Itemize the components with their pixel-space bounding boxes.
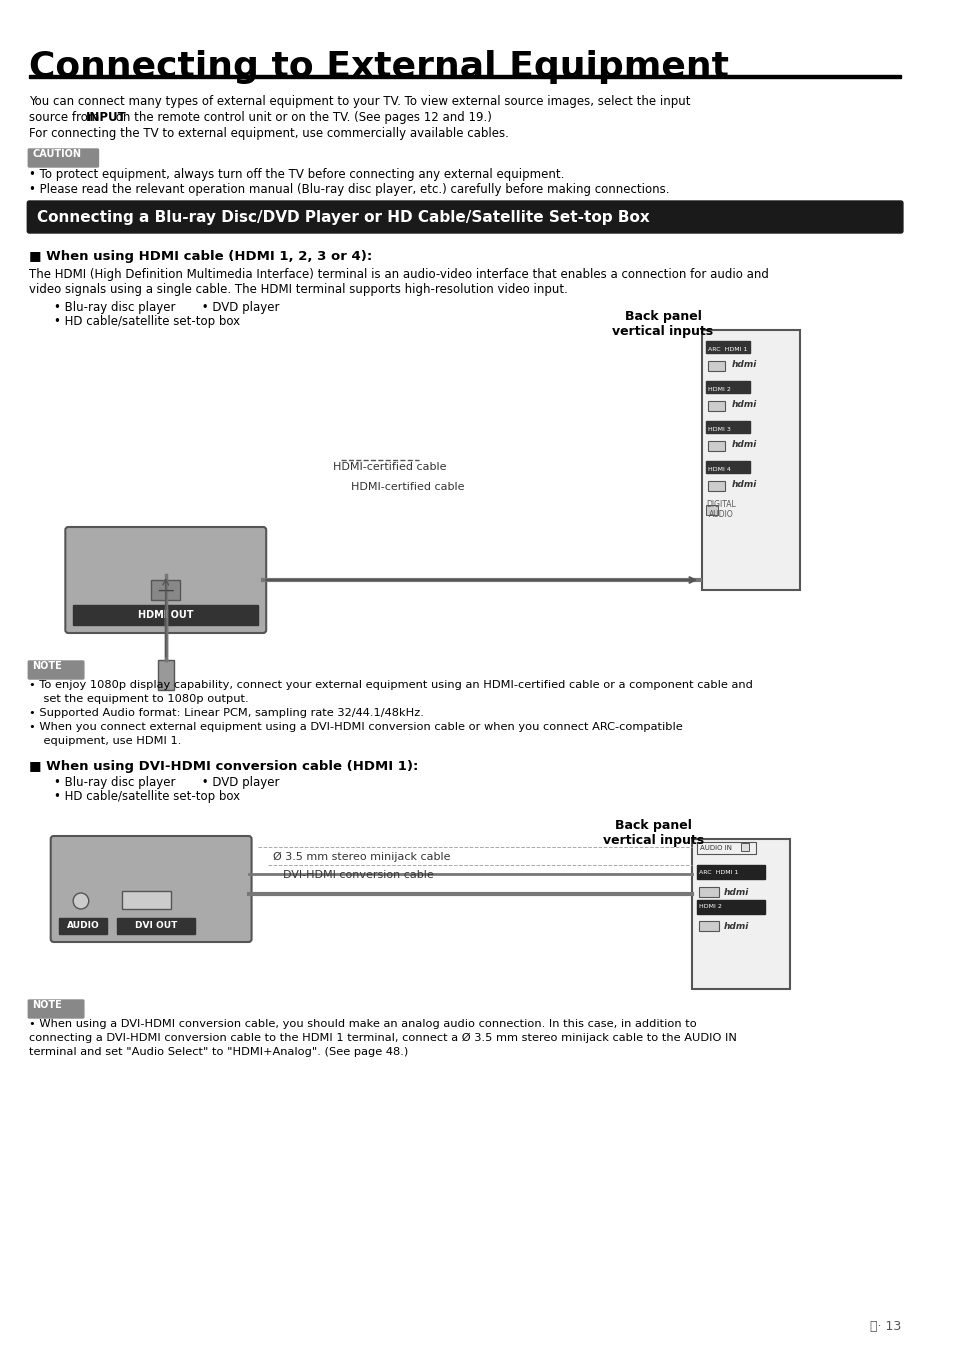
Bar [697, 900, 764, 914]
Bar [158, 660, 173, 690]
Text: equipment, use HDMI 1.: equipment, use HDMI 1. [30, 736, 181, 747]
Text: • Please read the relevant operation manual (Blu-ray disc player, etc.) carefull: • Please read the relevant operation man… [30, 184, 669, 196]
Text: HDMI 3: HDMI 3 [707, 427, 730, 432]
Bar [707, 360, 724, 371]
Text: The HDMI (High Definition Multimedia Interface) terminal is an audio-video inter: The HDMI (High Definition Multimedia Int… [30, 269, 768, 281]
Text: • To protect equipment, always turn off the TV before connecting any external eq: • To protect equipment, always turn off … [30, 167, 564, 181]
Text: DIGITAL
AUDIO: DIGITAL AUDIO [706, 500, 736, 520]
Text: Connecting to External Equipment: Connecting to External Equipment [30, 50, 728, 84]
Text: hdmi: hdmi [722, 888, 748, 896]
Text: hdmi: hdmi [731, 481, 756, 489]
Text: ■ When using DVI-HDMI conversion cable (HDMI 1):: ■ When using DVI-HDMI conversion cable (… [30, 760, 418, 774]
Text: Back panel
vertical inputs: Back panel vertical inputs [602, 819, 703, 846]
Text: • To enjoy 1080p display capability, connect your external equipment using an HD: • To enjoy 1080p display capability, con… [30, 680, 752, 690]
Text: ■ When using HDMI cable (HDMI 1, 2, 3 or 4):: ■ When using HDMI cable (HDMI 1, 2, 3 or… [30, 250, 372, 263]
Text: AUDIO IN: AUDIO IN [700, 845, 731, 850]
Text: NOTE: NOTE [32, 662, 62, 671]
Text: NOTE: NOTE [32, 1000, 62, 1010]
Bar [692, 838, 789, 990]
Text: AUDIO: AUDIO [67, 922, 99, 930]
Text: terminal and set "Audio Select" to "HDMI+Analog". (See page 48.): terminal and set "Audio Select" to "HDMI… [30, 1048, 408, 1057]
Text: source from: source from [30, 111, 103, 124]
Text: • When using a DVI-HDMI conversion cable, you should make an analog audio connec: • When using a DVI-HDMI conversion cable… [30, 1019, 697, 1029]
Text: • Supported Audio format: Linear PCM, sampling rate 32/44.1/48kHz.: • Supported Audio format: Linear PCM, sa… [30, 707, 424, 718]
Text: DVI-HDMI conversion cable: DVI-HDMI conversion cable [282, 869, 433, 880]
Text: —: — [157, 580, 173, 599]
Text: on the remote control unit or on the TV. (See pages 12 and 19.): on the remote control unit or on the TV.… [112, 111, 492, 124]
Text: HDMI-certified cable: HDMI-certified cable [351, 482, 464, 491]
Text: Back panel
vertical inputs: Back panel vertical inputs [612, 310, 713, 338]
Bar [699, 887, 718, 896]
Text: hdmi: hdmi [731, 360, 756, 369]
Bar [707, 481, 724, 491]
Bar [73, 605, 258, 625]
Text: ⓔ· 13: ⓔ· 13 [869, 1320, 900, 1332]
Bar [122, 891, 171, 909]
Bar [701, 329, 799, 590]
Bar [697, 865, 764, 879]
Bar [705, 381, 749, 393]
Text: hdmi: hdmi [722, 922, 748, 931]
Text: HDMI OUT: HDMI OUT [138, 610, 193, 620]
Bar [699, 921, 718, 931]
Text: • Blu-ray disc player       • DVD player: • Blu-ray disc player • DVD player [53, 776, 279, 788]
FancyBboxPatch shape [65, 526, 266, 633]
Bar [117, 918, 194, 934]
Bar [705, 342, 749, 352]
Text: connecting a DVI-HDMI conversion cable to the HDMI 1 terminal, connect a Ø 3.5 m: connecting a DVI-HDMI conversion cable t… [30, 1033, 737, 1044]
Text: • Blu-ray disc player       • DVD player: • Blu-ray disc player • DVD player [53, 301, 279, 315]
Text: video signals using a single cable. The HDMI terminal supports high-resolution v: video signals using a single cable. The … [30, 284, 568, 296]
Circle shape [73, 892, 89, 909]
FancyBboxPatch shape [29, 148, 98, 167]
FancyBboxPatch shape [28, 201, 902, 234]
Bar [705, 421, 749, 433]
FancyBboxPatch shape [51, 836, 252, 942]
Bar [707, 401, 724, 410]
Text: set the equipment to 1080p output.: set the equipment to 1080p output. [30, 694, 249, 703]
Text: HDMI-certified cable: HDMI-certified cable [333, 462, 446, 472]
Bar [705, 505, 717, 514]
Text: • HD cable/satellite set-top box: • HD cable/satellite set-top box [53, 315, 239, 328]
Text: DVI OUT: DVI OUT [134, 922, 177, 930]
Bar [30, 76, 900, 78]
Text: HDMI 2: HDMI 2 [699, 904, 721, 910]
FancyBboxPatch shape [29, 662, 84, 679]
Text: ARC  HDMI 1: ARC HDMI 1 [699, 869, 738, 875]
Bar [151, 580, 180, 599]
Bar [697, 842, 755, 855]
Bar [58, 918, 107, 934]
Bar [740, 842, 748, 850]
Text: • HD cable/satellite set-top box: • HD cable/satellite set-top box [53, 790, 239, 803]
Text: hdmi: hdmi [731, 440, 756, 450]
Text: • When you connect external equipment using a DVI-HDMI conversion cable or when : • When you connect external equipment us… [30, 722, 682, 732]
FancyBboxPatch shape [29, 1000, 84, 1018]
Text: INPUT: INPUT [86, 111, 126, 124]
Text: HDMI 4: HDMI 4 [707, 467, 730, 472]
Bar [707, 441, 724, 451]
Text: ARC  HDMI 1: ARC HDMI 1 [707, 347, 746, 352]
Text: Connecting a Blu-ray Disc/DVD Player or HD Cable/Satellite Set-top Box: Connecting a Blu-ray Disc/DVD Player or … [37, 211, 649, 225]
Text: Ø 3.5 mm stereo minijack cable: Ø 3.5 mm stereo minijack cable [273, 852, 450, 863]
Text: HDMI 2: HDMI 2 [707, 387, 730, 392]
Text: For connecting the TV to external equipment, use commercially available cables.: For connecting the TV to external equipm… [30, 127, 509, 140]
Bar [705, 460, 749, 472]
Text: CAUTION: CAUTION [32, 148, 81, 159]
Text: hdmi: hdmi [731, 400, 756, 409]
Text: You can connect many types of external equipment to your TV. To view external so: You can connect many types of external e… [30, 95, 690, 108]
